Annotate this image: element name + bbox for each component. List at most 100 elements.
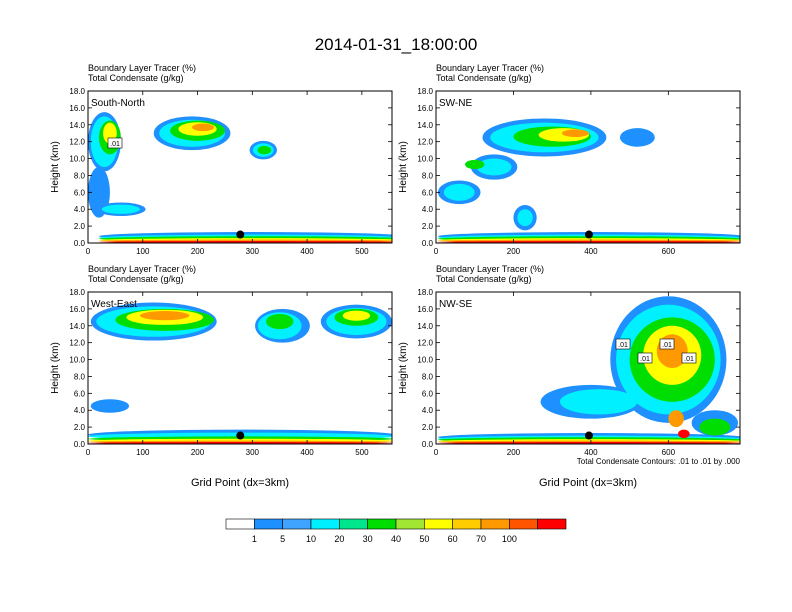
colorbar-swatch [367,518,397,530]
panel-title-tracer: Boundary Layer Tracer (%) [88,63,196,73]
colorbar-swatch [339,518,368,530]
y-tick-label: 4.0 [74,406,86,415]
colorbar-label: 5 [280,534,285,544]
y-tick-label: 16.0 [69,305,85,314]
x-tick-label: 400 [584,448,598,457]
panel-sw-ne: Boundary Layer Tracer (%)Total Condensat… [398,63,741,256]
x-tick-label: 600 [662,247,676,256]
location-marker [584,230,593,239]
y-tick-label: 4.0 [422,205,434,214]
y-tick-label: 6.0 [74,188,86,197]
location-marker [584,431,593,440]
colorbar-swatch [395,518,425,530]
panel-title-condensate: Total Condensate (g/kg) [88,73,184,83]
colorbar-label: 40 [391,534,401,544]
panel-west-east: Boundary Layer Tracer (%)Total Condensat… [50,264,393,457]
y-axis-label: Height (km) [50,141,61,193]
contour-fill-5 [517,209,533,227]
contour-fill-1 [88,167,110,218]
contour-note: Total Condensate Contours: .01 to .01 by… [577,457,741,466]
x-tick-label: 300 [246,448,260,457]
contour-fill-20 [699,418,731,436]
panel-title-tracer: Boundary Layer Tracer (%) [436,63,544,73]
panel-title-tracer: Boundary Layer Tracer (%) [436,264,544,274]
y-tick-label: 14.0 [69,322,85,331]
colorbar-label: 50 [419,534,429,544]
panel-south-north: Boundary Layer Tracer (%)Total Condensat… [50,63,393,256]
contour-fill-5 [559,389,638,415]
x-tick-label: 200 [507,448,521,457]
y-axis-label: Height (km) [50,342,61,394]
contour-fill-5 [476,158,512,176]
colorbar-label: 10 [306,534,316,544]
y-tick-label: 12.0 [417,339,433,348]
panel-title-condensate: Total Condensate (g/kg) [436,73,532,83]
colorbar-swatch [225,518,255,530]
contour-label-box [615,338,631,350]
y-tick-label: 14.0 [69,121,85,130]
contour-fill-5 [443,183,475,201]
plot-frame [435,291,741,445]
plot-area [88,91,392,243]
contour-fill-20 [257,145,272,155]
y-tick-label: 0.0 [74,239,86,248]
filled-contours [88,112,392,243]
plot-frame [435,90,741,244]
y-tick-label: 14.0 [417,322,433,331]
x-axis-label-left: Grid Point (dx=3km) [191,477,289,489]
y-tick-label: 8.0 [422,372,434,381]
contour-fill-60 [140,311,190,321]
y-tick-label: 6.0 [422,188,434,197]
contour-fill-100 [678,429,690,439]
y-tick-label: 10.0 [417,356,433,365]
y-tick-label: 10.0 [69,155,85,164]
y-tick-label: 4.0 [422,406,434,415]
y-tick-label: 18.0 [417,87,433,96]
y-tick-label: 6.0 [74,389,86,398]
y-tick-label: 16.0 [417,305,433,314]
y-tick-label: 16.0 [69,104,85,113]
x-tick-label: 300 [246,247,260,256]
contour-label: .01 [640,356,650,363]
contour-fill-40 [342,310,371,321]
y-tick-label: 18.0 [417,288,433,297]
y-tick-label: 8.0 [74,171,86,180]
x-tick-label: 0 [434,247,439,256]
region-label: South-North [91,98,145,109]
colorbar: 1 5 10 20 30 40 50 60 70 100 [225,518,567,544]
contour-label: .01 [618,342,628,349]
region-label: NW-SE [439,299,472,310]
contour-fill-100 [88,441,392,444]
x-tick-label: 200 [507,247,521,256]
panel-title-condensate: Total Condensate (g/kg) [88,274,184,284]
contour-label-box [637,352,653,364]
y-tick-label: 0.0 [422,239,434,248]
x-tick-label: 400 [300,247,314,256]
colorbar-swatch [480,518,510,530]
colorbar-swatch [424,518,453,530]
contour-fill-20 [465,159,485,170]
y-tick-label: 10.0 [417,155,433,164]
region-label: West-East [91,299,137,310]
contour-fill-20 [266,313,294,330]
colorbar-swatch [282,518,312,530]
x-tick-label: 400 [300,448,314,457]
contour-fill-5 [101,204,141,214]
y-tick-label: 12.0 [69,138,85,147]
contour-fill-60 [668,410,684,428]
colorbar-label: 20 [334,534,344,544]
colorbar-label: 1 [252,534,257,544]
colorbar-swatch [254,518,283,530]
contour-label-box [681,352,697,364]
colorbar-label: 30 [363,534,373,544]
y-tick-label: 6.0 [422,389,434,398]
y-axis-label: Height (km) [398,141,409,193]
panel-title-condensate: Total Condensate (g/kg) [436,274,532,284]
filled-contours [437,118,740,243]
x-axis-label-right: Grid Point (dx=3km) [539,477,637,489]
y-tick-label: 8.0 [422,171,434,180]
location-marker [236,431,245,440]
x-tick-label: 400 [584,247,598,256]
y-tick-label: 2.0 [74,222,86,231]
colorbar-label: 60 [448,534,458,544]
